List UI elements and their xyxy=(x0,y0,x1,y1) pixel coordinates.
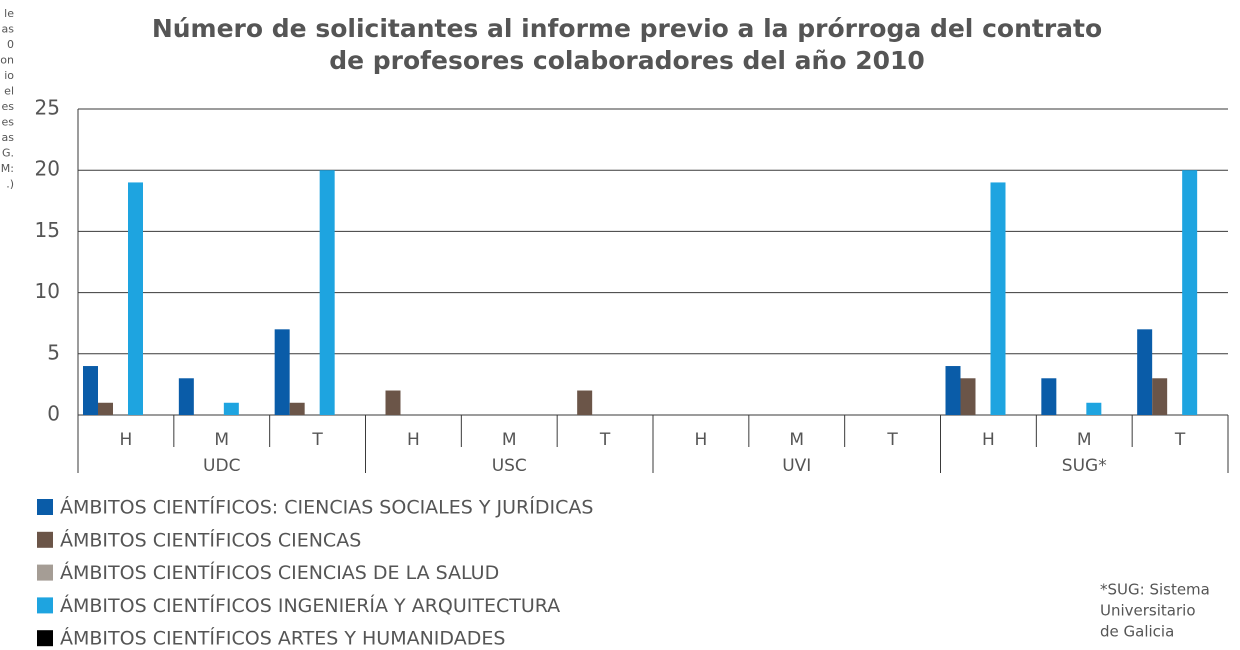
x-tick-label: M xyxy=(1077,430,1092,450)
bar xyxy=(577,390,593,415)
chart-title: de profesores colaboradores del año 2010 xyxy=(329,46,925,75)
bar xyxy=(178,378,194,415)
x-tick-label: H xyxy=(407,430,420,450)
side-text: es xyxy=(2,100,15,113)
bar xyxy=(274,329,290,415)
legend-swatch xyxy=(37,531,53,548)
side-text: es xyxy=(2,116,15,129)
side-text: M: xyxy=(1,162,14,175)
y-tick-label: 10 xyxy=(35,279,60,303)
legend-label: ÁMBITOS CIENTÍFICOS ARTES Y HUMANIDADES xyxy=(60,627,505,650)
side-text: le xyxy=(4,7,14,20)
x-tick-label: T xyxy=(886,430,898,450)
legend-label: ÁMBITOS CIENTÍFICOS CIENCAS xyxy=(60,528,361,551)
side-text: as xyxy=(2,131,15,144)
bar xyxy=(1086,402,1102,415)
x-tick-label: T xyxy=(599,430,611,450)
y-tick-label: 25 xyxy=(35,96,60,120)
bar xyxy=(1182,170,1198,415)
legend-swatch xyxy=(37,630,53,647)
bar xyxy=(945,366,961,415)
bar xyxy=(98,402,113,415)
legend-label: ÁMBITOS CIENTÍFICOS: CIENCIAS SOCIALES Y… xyxy=(60,496,593,519)
legend-swatch xyxy=(37,597,53,614)
y-tick-label: 15 xyxy=(35,218,60,242)
legend-swatch xyxy=(37,499,53,515)
side-text: .) xyxy=(6,178,14,191)
y-tick-label: 0 xyxy=(47,402,60,426)
x-tick-label: H xyxy=(695,430,708,450)
bar xyxy=(1041,378,1057,415)
footnote: Universitario xyxy=(1100,602,1196,620)
side-text: as xyxy=(2,23,15,36)
group-label: UVI xyxy=(782,456,811,476)
bar xyxy=(1152,378,1168,415)
side-text: el xyxy=(4,85,14,98)
chart-title: Número de solicitantes al informe previo… xyxy=(152,14,1102,43)
side-text: on xyxy=(0,54,14,67)
bar xyxy=(289,402,305,415)
x-tick-label: M xyxy=(789,430,804,450)
x-tick-label: T xyxy=(311,430,323,450)
legend-label: ÁMBITOS CIENTÍFICOS INGENIERÍA Y ARQUITE… xyxy=(60,594,560,617)
bar xyxy=(83,366,98,415)
x-tick-label: T xyxy=(1174,430,1186,450)
group-label: UDC xyxy=(203,456,240,476)
group-label: USC xyxy=(492,456,527,476)
bar xyxy=(128,182,143,415)
legend-swatch xyxy=(37,564,53,581)
bar xyxy=(385,390,401,415)
bar xyxy=(319,170,335,415)
x-tick-label: M xyxy=(502,430,517,450)
y-tick-label: 20 xyxy=(35,157,60,181)
bar xyxy=(960,378,976,415)
x-tick-label: H xyxy=(120,430,133,450)
footnote: de Galicia xyxy=(1100,623,1174,641)
y-tick-label: 5 xyxy=(47,340,60,364)
bar xyxy=(223,402,239,415)
bar xyxy=(990,182,1006,415)
footnote: *SUG: Sistema xyxy=(1100,581,1210,599)
side-text: io xyxy=(4,69,14,82)
side-text: 0 xyxy=(7,38,14,51)
bar xyxy=(1137,329,1153,415)
side-text: G. xyxy=(2,147,14,160)
group-label: SUG* xyxy=(1062,456,1107,476)
x-tick-label: M xyxy=(214,430,229,450)
x-tick-label: H xyxy=(982,430,995,450)
legend-label: ÁMBITOS CIENTÍFICOS CIENCIAS DE LA SALUD xyxy=(60,561,499,584)
